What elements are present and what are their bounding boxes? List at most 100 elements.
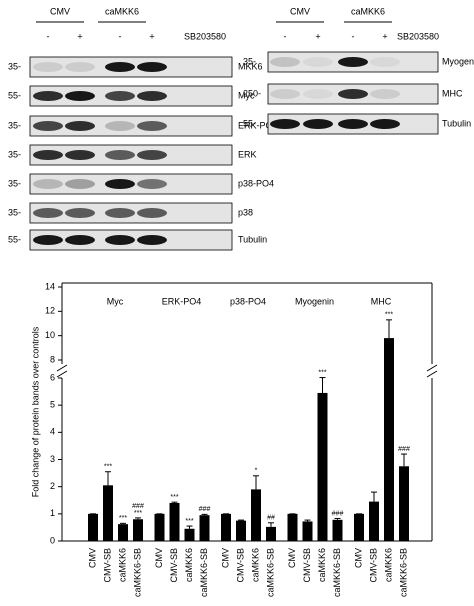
row-label: MKK6 — [238, 61, 263, 71]
bar — [384, 338, 394, 541]
y-tick-label: 14 — [45, 281, 55, 291]
group-name: Myc — [107, 296, 124, 306]
y-tick-label: 4 — [50, 427, 55, 437]
axis-break — [56, 364, 68, 372]
bar — [184, 528, 195, 541]
band — [137, 91, 167, 101]
sign: + — [315, 31, 320, 41]
x-tick-label: caMKK6-SB — [398, 548, 408, 597]
y-tick-label: 12 — [45, 306, 55, 316]
group-name: MHC — [371, 296, 392, 306]
band — [137, 62, 167, 72]
x-tick-label: CMV-SB — [235, 548, 245, 583]
x-tick-label: CMV-SB — [302, 548, 312, 583]
x-tick-label: caMKK6-SB — [199, 548, 209, 597]
significance: ### — [332, 510, 344, 517]
bar — [154, 513, 165, 541]
band — [105, 62, 135, 72]
band — [65, 62, 95, 72]
sign: + — [149, 31, 154, 41]
x-tick-label: caMKK6-SB — [265, 548, 275, 597]
row-label: Tubulin — [442, 118, 471, 128]
x-tick-label: CMV — [87, 548, 97, 568]
row-label: MHC — [442, 88, 463, 98]
band — [65, 91, 95, 101]
x-tick-label: caMKK6 — [250, 548, 260, 582]
row-label: Myogenin — [442, 56, 474, 66]
row-label: ERK-PO4 — [238, 120, 278, 130]
band — [303, 119, 333, 129]
band — [270, 119, 300, 129]
group-name: ERK-PO4 — [162, 296, 202, 306]
band — [33, 121, 63, 131]
significance: *** — [170, 494, 178, 501]
band — [33, 235, 63, 245]
row-label: ERK — [238, 149, 257, 159]
y-tick-label: 1 — [50, 508, 55, 518]
band — [65, 235, 95, 245]
band — [370, 57, 400, 67]
x-tick-label: caMKK6 — [317, 548, 327, 582]
bar — [369, 501, 379, 541]
x-tick-label: CMV — [287, 548, 297, 568]
mw-label: 250- — [243, 88, 261, 98]
band — [137, 121, 167, 131]
band — [270, 57, 300, 67]
significance: *** — [185, 518, 193, 525]
significance: *** — [104, 464, 112, 471]
bar — [169, 502, 180, 541]
group-label: caMKK6 — [351, 6, 385, 16]
band — [137, 235, 167, 245]
band — [137, 208, 167, 218]
band — [105, 208, 135, 218]
bar — [287, 513, 298, 541]
y-tick-label: 5 — [50, 400, 55, 410]
band — [65, 179, 95, 189]
mw-label: 55- — [8, 90, 21, 100]
bar — [266, 526, 276, 541]
band — [370, 119, 400, 129]
y-tick-label: 8 — [50, 354, 55, 364]
bar — [251, 489, 261, 541]
x-tick-label: caMKK6 — [117, 548, 127, 582]
y-tick-label: 2 — [50, 481, 55, 491]
significance: *** — [318, 369, 326, 376]
group-label: CMV — [290, 6, 310, 16]
bar — [103, 485, 113, 541]
group-name: p38-PO4 — [230, 296, 266, 306]
x-tick-label: caMKK6-SB — [132, 548, 142, 597]
x-tick-label: caMKK6 — [184, 548, 194, 582]
significance: ### — [199, 506, 211, 513]
treatment-label: SB203580 — [397, 31, 439, 41]
y-tick-label: 10 — [45, 330, 55, 340]
bar — [302, 521, 313, 541]
axis-break — [56, 370, 68, 378]
bar — [354, 513, 364, 541]
axis-break — [426, 370, 438, 378]
sign: - — [47, 31, 50, 41]
bar — [88, 513, 98, 541]
x-tick-label: caMKK6-SB — [332, 548, 342, 597]
significance: *** — [119, 515, 127, 522]
mw-label: 55- — [243, 118, 256, 128]
bar — [399, 466, 409, 541]
band — [33, 208, 63, 218]
y-tick-label: 0 — [50, 535, 55, 545]
x-tick-label: CMV — [220, 548, 230, 568]
axis-break — [426, 364, 438, 372]
band — [65, 208, 95, 218]
significance: ### — [398, 446, 410, 453]
band — [338, 119, 368, 129]
mw-label: 55- — [8, 234, 21, 244]
row-label: Tubulin — [238, 234, 267, 244]
mw-label: 35- — [8, 149, 21, 159]
x-tick-label: CMV — [353, 548, 363, 568]
bar — [236, 520, 246, 541]
bar — [317, 392, 328, 541]
group-label: caMKK6 — [105, 6, 139, 16]
band — [338, 89, 368, 99]
y-tick-label: 6 — [50, 372, 55, 382]
row-label: p38 — [238, 207, 253, 217]
band — [33, 91, 63, 101]
band — [65, 150, 95, 160]
